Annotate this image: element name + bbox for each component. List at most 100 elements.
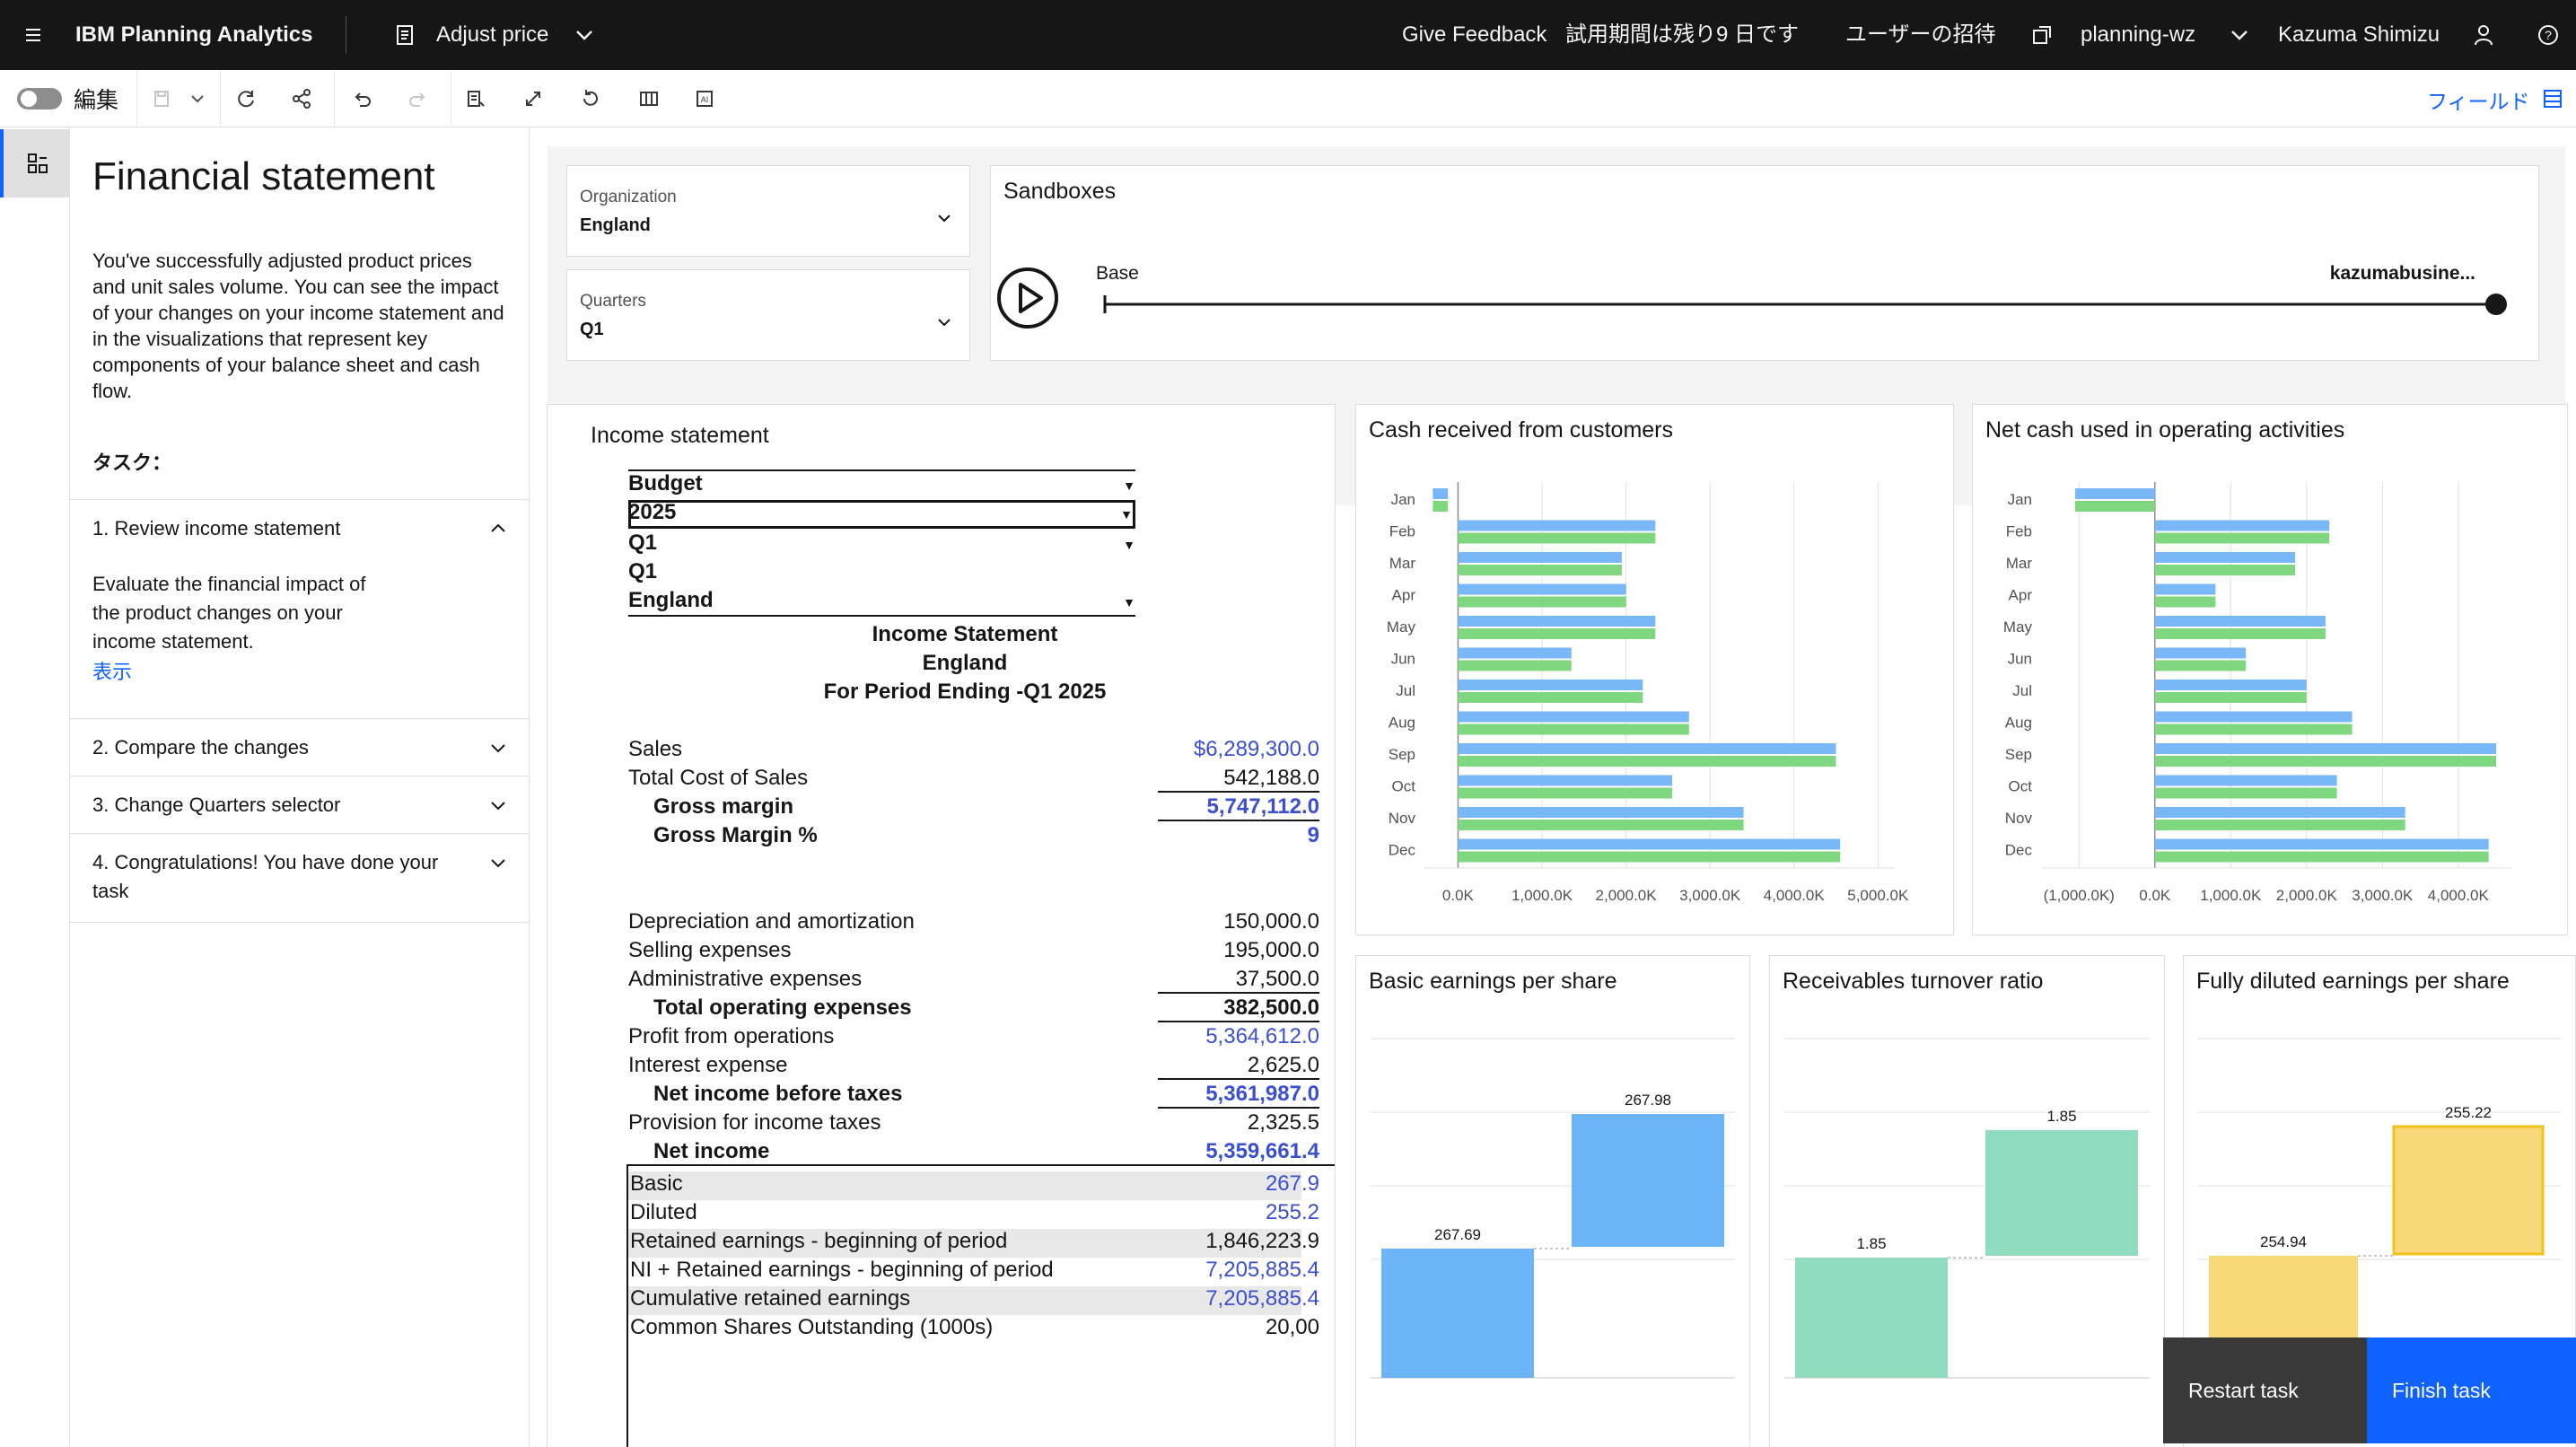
redo-icon[interactable] (402, 83, 434, 115)
tenant-name[interactable]: planning-wz (2081, 22, 2196, 47)
edit-mode-toggle[interactable] (16, 85, 65, 112)
row-value[interactable]: 1,846,223.9 (1205, 1229, 1319, 1253)
quarter-filter[interactable]: Q1 ▼ (628, 531, 1135, 555)
help-icon[interactable]: ? (2531, 18, 2565, 52)
show-link[interactable]: 表示 (92, 661, 133, 683)
reset-icon[interactable] (574, 83, 607, 115)
row-label: Sales (628, 737, 683, 761)
y-tick-label: Aug (2005, 715, 2032, 732)
ai-assistant-icon[interactable]: AI (688, 83, 721, 115)
bar-after (1985, 1130, 2138, 1256)
hamburger-menu-icon[interactable] (16, 18, 50, 52)
fields-panel-icon[interactable] (2537, 83, 2569, 115)
bar-aug-base (2154, 711, 2353, 723)
data-sources-icon[interactable] (460, 83, 492, 115)
row-value[interactable]: 5,361,987.0 (1158, 1082, 1319, 1109)
row-value[interactable]: $6,289,300.0 (1193, 737, 1319, 761)
task-item-review-income-statement: 1. Review income statement Evaluate the … (70, 499, 529, 718)
chevron-down-icon[interactable] (487, 852, 509, 873)
user-name[interactable]: Kazuma Shimizu (2278, 22, 2440, 47)
bar-dec-sandbox (1458, 851, 1841, 863)
row-value[interactable]: 255.2 (1265, 1200, 1319, 1224)
row-value[interactable]: 267.9 (1265, 1171, 1319, 1196)
bar-oct-base (1458, 775, 1673, 786)
chevron-down-icon[interactable] (2222, 18, 2256, 52)
row-value[interactable]: 542,188.0 (1158, 766, 1319, 793)
row-value[interactable]: 7,205,885.4 (1205, 1258, 1319, 1282)
row-value[interactable]: 382,500.0 (1158, 995, 1319, 1022)
row-value[interactable]: 9 (1307, 823, 1319, 847)
chevron-down-icon[interactable] (487, 737, 509, 759)
give-feedback-link[interactable]: Give Feedback (1402, 22, 1547, 47)
row-value[interactable]: 7,205,885.4 (1205, 1286, 1319, 1311)
row-label: Depreciation and amortization (628, 909, 915, 934)
task-item-congratulations[interactable]: 4. Congratulations! You have done your t… (70, 833, 529, 923)
scenario-icon[interactable] (633, 83, 665, 115)
y-tick-label: May (2003, 618, 2033, 636)
sandbox-label: kazumabusine... (2329, 263, 2475, 284)
user-avatar-icon[interactable] (2466, 18, 2501, 52)
play-icon[interactable] (994, 265, 1061, 331)
undo-icon[interactable] (346, 83, 378, 115)
chevron-down-icon[interactable] (933, 207, 955, 229)
statement-summary: Basic 267.9 Diluted 255.2 Retained earnings … (626, 1164, 1335, 1447)
chevron-down-icon[interactable] (487, 794, 509, 816)
bar-jul-base (2154, 680, 2307, 690)
task-label[interactable]: 1. Review income statement (92, 517, 341, 539)
app-title[interactable]: IBM Planning Analytics (75, 22, 313, 47)
row-value[interactable]: 195,000.0 (1223, 938, 1319, 962)
row-value[interactable]: 150,000.0 (1223, 909, 1319, 934)
row-value[interactable]: 5,359,661.4 (1158, 1139, 1319, 1166)
task-panel-tab[interactable] (0, 129, 70, 197)
row-label: Selling expenses (628, 938, 792, 962)
receivables-ratio-chart: 1.85 1.85 (1784, 1038, 2150, 1379)
x-tick-label: 5,000.0K (1847, 887, 1909, 904)
organization-selector[interactable]: Organization England (566, 165, 970, 257)
summary-row: Basic 267.9 (628, 1171, 1319, 1200)
chevron-down-icon[interactable] (567, 18, 601, 52)
row-value[interactable]: 5,364,612.0 (1205, 1024, 1319, 1048)
row-value[interactable]: 37,500.0 (1158, 967, 1319, 994)
y-tick-label: Jan (1391, 491, 1415, 508)
fullscreen-icon[interactable] (517, 83, 549, 115)
net-cash-chart-card: Net cash used in operating activities (1… (1972, 404, 2568, 935)
divider (334, 70, 335, 127)
y-tick-label: Dec (1389, 842, 1416, 859)
share-icon[interactable] (285, 83, 318, 115)
workbook-title[interactable]: Adjust price (436, 22, 549, 47)
summary-row: NI + Retained earnings - beginning of pe… (628, 1258, 1319, 1286)
bar-jun-sandbox (2154, 660, 2247, 671)
year-filter[interactable]: 2025 ▼ (628, 500, 1135, 529)
refresh-icon[interactable] (230, 83, 262, 115)
row-value[interactable]: 2,325.5 (1247, 1110, 1319, 1135)
quarters-selector[interactable]: Quarters Q1 (566, 269, 970, 361)
task-item-change-quarters[interactable]: 3. Change Quarters selector (70, 776, 529, 833)
x-tick-label: 3,000.0K (1679, 887, 1741, 904)
version-filter[interactable]: Budget ▼ (628, 471, 1135, 495)
switch-tenant-icon[interactable] (2025, 18, 2059, 52)
y-tick-label: Oct (1392, 778, 1416, 795)
statement-row: Gross margin 5,747,112.0 (628, 794, 1319, 823)
row-value[interactable]: 20,00 (1265, 1315, 1319, 1339)
restart-task-button[interactable]: Restart task (2163, 1337, 2367, 1443)
row-value[interactable]: 5,747,112.0 (1158, 794, 1319, 821)
invite-users-link[interactable]: ユーザーの招待 (1845, 22, 1996, 47)
task-label: 2. Compare the changes (92, 736, 309, 759)
row-value[interactable]: 2,625.0 (1158, 1053, 1319, 1080)
finish-task-button[interactable]: Finish task (2367, 1337, 2576, 1443)
bar-apr-sandbox (1458, 596, 1626, 608)
save-icon[interactable] (145, 83, 178, 115)
chevron-up-icon[interactable] (487, 518, 509, 539)
chevron-down-icon[interactable] (181, 83, 214, 115)
chevron-down-icon[interactable] (933, 311, 955, 333)
bar-nov-base (1458, 807, 1744, 818)
sandbox-slider[interactable] (1103, 288, 2512, 320)
task-item-compare-changes[interactable]: 2. Compare the changes (70, 718, 529, 776)
x-tick-label: 0.0K (2139, 887, 2171, 904)
bar-oct-sandbox (1458, 787, 1673, 799)
svg-text:?: ? (2545, 28, 2552, 42)
statement-row: Interest expense 2,625.0 (628, 1053, 1319, 1082)
organization-filter[interactable]: England ▼ (628, 588, 1135, 617)
x-tick-label: 3,000.0K (2352, 887, 2414, 904)
fields-link[interactable]: フィールド (2427, 90, 2530, 113)
